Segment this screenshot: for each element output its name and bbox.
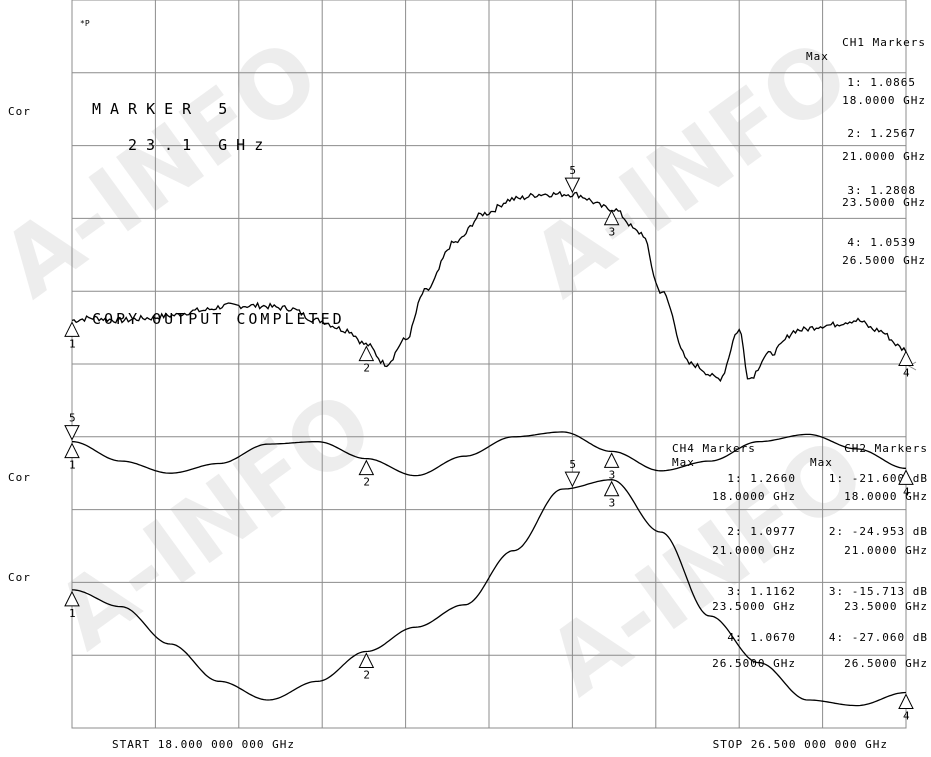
marker-ch2-3: 3 — [603, 480, 620, 510]
start-frequency-label: START 18.000 000 000 GHz — [112, 738, 295, 751]
ch1-marker-3-value: 3: 1.2808 — [847, 184, 916, 197]
ch1-panel-mode: Max — [806, 50, 829, 63]
ch2-marker-1-freq: 18.0000 GHz — [844, 490, 928, 503]
trace-layer — [71, 190, 907, 707]
marker-triangle-icon — [64, 425, 80, 441]
marker-ch2-1: 1 — [64, 590, 80, 620]
marker-number: 4 — [903, 366, 911, 379]
marker-ch4-4: 4 — [898, 469, 914, 498]
marker-number: 3 — [609, 226, 617, 239]
ch2-marker-1-value: 1: -21.600 dB — [829, 472, 928, 485]
ch2-marker-4-value: 4: -27.060 dB — [829, 631, 928, 644]
ch4-marker-4-freq: 26.5000 GHz — [712, 657, 796, 670]
marker-number: 3 — [609, 497, 617, 510]
left-label-cor-3: Cor — [8, 571, 31, 584]
reference-level-arrow-icon — [907, 361, 917, 371]
ch4-marker-panel: CH4 Markers Max 1: 1.2660 18.0000 GHz 2:… — [672, 442, 796, 670]
ch2-marker-2-value: 2: -24.953 dB — [829, 525, 928, 538]
marker-triangle-icon — [603, 209, 620, 226]
marker-number: 2 — [363, 476, 371, 489]
marker-ch4-5: 5 — [64, 412, 80, 441]
marker-triangle-icon — [64, 442, 80, 459]
ch2-panel-mode: Max — [810, 456, 833, 469]
ch2-marker-panel: CH2 Markers Max 1: -21.600 dB 18.0000 GH… — [810, 442, 928, 670]
marker-number: 4 — [903, 710, 911, 723]
ch1-marker-4-value: 4: 1.0539 — [847, 236, 916, 249]
svg-text:A-INFO: A-INFO — [0, 19, 338, 318]
marker-triangle-icon — [898, 469, 914, 485]
ch4-marker-2-freq: 21.0000 GHz — [712, 544, 796, 557]
trace-ch4 — [72, 431, 906, 477]
status-message: COPY OUTPUT COMPLETED — [92, 310, 345, 328]
ch4-panel-title: CH4 Markers — [672, 442, 756, 455]
marker-number: 5 — [569, 458, 577, 471]
marker-triangle-icon — [564, 177, 581, 194]
marker-number: 1 — [69, 337, 77, 350]
ch1-panel-title: CH1 Markers — [842, 36, 926, 49]
ch1-marker-3-freq: 23.5000 GHz — [842, 196, 926, 209]
marker-ch2-5: 5 — [564, 458, 581, 488]
marker-triangle-icon — [898, 350, 914, 366]
marker-number: 3 — [609, 468, 617, 481]
marker-triangle-icon — [64, 321, 80, 337]
marker-number: 1 — [69, 607, 77, 620]
marker-triangle-icon — [898, 693, 914, 710]
ch4-panel-mode: Max — [672, 456, 695, 469]
marker-ch4-2: 2 — [358, 459, 375, 489]
marker-triangle-icon — [64, 590, 80, 607]
svg-text:A-INFO: A-INFO — [512, 19, 867, 318]
marker-number: 5 — [569, 164, 577, 177]
ch2-marker-4-freq: 26.5000 GHz — [844, 657, 928, 670]
marker-triangle-icon — [564, 471, 581, 488]
ch4-marker-1-value: 1: 1.2660 — [727, 472, 796, 485]
marker-number: 5 — [69, 412, 77, 425]
marker-ch1-3: 3 — [603, 209, 620, 239]
ch4-marker-2-value: 2: 1.0977 — [727, 525, 796, 538]
ch2-marker-3-freq: 23.5000 GHz — [844, 600, 928, 613]
marker-layer: 1 2 3 4 5 1 2 3 4 5 1 2 3 4 5 — [64, 164, 914, 723]
marker-triangle-icon — [358, 345, 375, 362]
marker-number: 2 — [363, 669, 371, 682]
ch4-marker-3-freq: 23.5000 GHz — [712, 600, 796, 613]
marker-ch1-4: 4 — [898, 350, 914, 379]
marker-triangle-icon — [603, 480, 620, 497]
marker-ch1-2: 2 — [358, 345, 375, 375]
trace-ch1 — [71, 190, 907, 383]
marker-ch1-1: 1 — [64, 321, 80, 350]
marker-ch1-5: 5 — [564, 164, 581, 194]
ch1-marker-2-value: 2: 1.2567 — [847, 127, 916, 140]
ch2-marker-2-freq: 21.0000 GHz — [844, 544, 928, 557]
stop-frequency-label: STOP 26.500 000 000 GHz — [713, 738, 888, 751]
ch1-marker-2-freq: 21.0000 GHz — [842, 150, 926, 163]
marker-ch2-4: 4 — [898, 693, 914, 723]
left-label-cor-1: Cor — [8, 105, 31, 118]
graticule — [72, 0, 906, 728]
marker-triangle-icon — [358, 652, 375, 668]
ch2-panel-title: CH2 Markers — [844, 442, 928, 455]
ch1-marker-1-freq: 18.0000 GHz — [842, 94, 926, 107]
ch2-marker-3-value: 3: -15.713 dB — [829, 585, 928, 598]
ch4-marker-4-value: 4: 1.0670 — [727, 631, 796, 644]
marker-triangle-icon — [358, 459, 375, 476]
marker-ch4-1: 1 — [64, 442, 80, 472]
ch4-marker-1-freq: 18.0000 GHz — [712, 490, 796, 503]
svg-text:A-INFO: A-INFO — [37, 371, 392, 670]
ch1-marker-4-freq: 26.5000 GHz — [842, 254, 926, 267]
marker-number: 2 — [363, 362, 371, 375]
ch1-marker-1-value: 1: 1.0865 — [847, 76, 916, 89]
marker-number: 4 — [903, 485, 911, 498]
marker-ch2-2: 2 — [358, 652, 375, 682]
marker-number: 1 — [69, 459, 77, 472]
left-label-cor-2: Cor — [8, 471, 31, 484]
ch1-marker-panel: CH1 Markers Max 1: 1.0865 18.0000 GHz 2:… — [806, 36, 926, 267]
marker-message-frequency: 23.1 GHz — [128, 136, 272, 154]
marker-ch4-3: 3 — [603, 452, 620, 481]
marker-message-title: MARKER 5 — [92, 100, 236, 118]
marker-triangle-icon — [603, 452, 620, 468]
trace-ch2 — [72, 479, 907, 707]
corner-label: *P — [80, 19, 90, 28]
ch4-marker-3-value: 3: 1.1162 — [727, 585, 796, 598]
